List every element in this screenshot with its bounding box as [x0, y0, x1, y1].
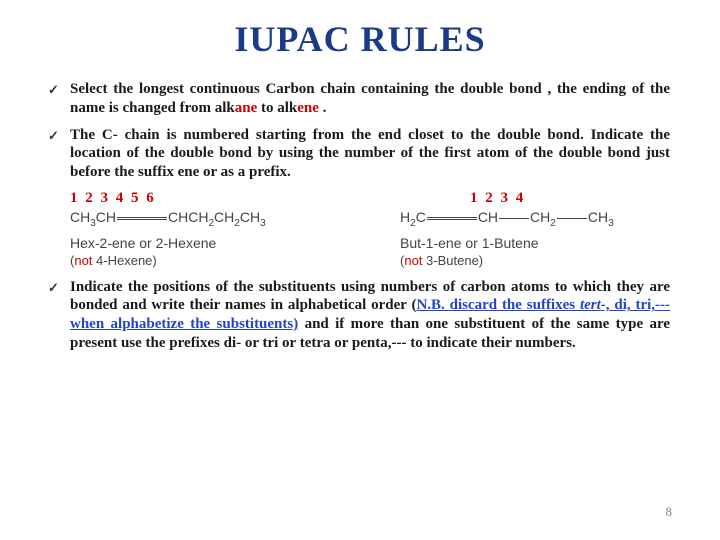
example-1-not: (not 4-Hexene) — [70, 253, 340, 268]
content-area: ✓ Select the longest continuous Carbon c… — [0, 80, 720, 353]
bullet-2-text: The C- chain is numbered starting from t… — [70, 127, 670, 181]
bullet-1-ene: ene — [297, 100, 319, 116]
check-icon: ✓ — [48, 128, 59, 144]
bullet-1-mid: to alk — [257, 100, 297, 116]
example-1-structure: CH3CHCHCH2CH2CH3 — [70, 209, 340, 229]
example-1: 1 2 3 4 5 6 CH3CHCHCH2CH2CH3 Hex-2-ene o… — [70, 190, 340, 268]
example-2-not: (not 3-Butene) — [400, 253, 670, 268]
check-icon: ✓ — [48, 82, 59, 98]
examples-row: 1 2 3 4 5 6 CH3CHCHCH2CH2CH3 Hex-2-ene o… — [70, 190, 670, 268]
bullet-2: ✓ The C- chain is numbered starting from… — [70, 126, 670, 182]
bullet-3: ✓ Indicate the positions of the substitu… — [70, 278, 670, 353]
bullet-1: ✓ Select the longest continuous Carbon c… — [70, 80, 670, 118]
example-2-structure: H2CCHCH2CH3 — [400, 209, 670, 229]
page-number: 8 — [666, 504, 673, 520]
example-2-name: But-1-ene or 1-Butene — [400, 235, 670, 251]
bullet-1-end: . — [319, 100, 327, 116]
example-2: 1 2 3 4 H2CCHCH2CH3 But-1-ene or 1-Buten… — [400, 190, 670, 268]
example-2-numbers: 1 2 3 4 — [400, 190, 670, 207]
bullet-1-text-pre: Select the longest continuous Carbon cha… — [70, 81, 670, 116]
bullet-1-ane: ane — [235, 100, 258, 116]
check-icon: ✓ — [48, 280, 59, 296]
page-title: IUPAC RULES — [0, 0, 720, 80]
example-1-numbers: 1 2 3 4 5 6 — [70, 190, 340, 207]
example-1-name: Hex-2-ene or 2-Hexene — [70, 235, 340, 251]
